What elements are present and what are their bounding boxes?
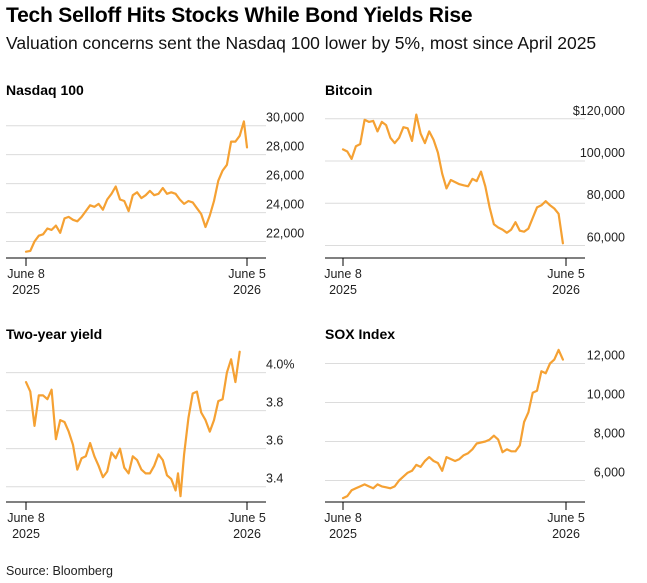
x-tick-label: June 5 xyxy=(547,511,585,525)
x-tick-label: 2026 xyxy=(552,527,580,541)
y-tick-label: 60,000 xyxy=(587,230,625,244)
chart-panel-1: Nasdaq 100 22,000 24,000 26,000 28,000 30,000… xyxy=(6,82,304,297)
x-tick-label: 2026 xyxy=(233,527,261,541)
source-note: Source: Bloomberg xyxy=(6,564,114,578)
y-tick-label: 3.6 xyxy=(266,434,283,448)
panel-title: Bitcoin xyxy=(325,82,372,98)
y-tick-label: 22,000 xyxy=(266,227,304,241)
x-tick-label: 2026 xyxy=(233,283,261,297)
x-tick-label: June 8 xyxy=(7,267,45,281)
y-tick-label: 26,000 xyxy=(266,169,304,183)
x-tick-label: June 8 xyxy=(324,511,362,525)
panel-title: Two-year yield xyxy=(6,326,102,342)
x-tick-label: 2025 xyxy=(12,527,40,541)
series-line xyxy=(24,120,249,253)
x-tick-label: 2025 xyxy=(329,527,357,541)
y-tick-label: 3.4 xyxy=(266,472,283,486)
y-tick-label: 100,000 xyxy=(580,146,625,160)
series-line xyxy=(341,348,564,500)
y-tick-label: 80,000 xyxy=(587,188,625,202)
y-tick-label: 10,000 xyxy=(587,388,625,402)
x-tick-label: 2025 xyxy=(329,283,357,297)
panel-title: SOX Index xyxy=(325,326,395,342)
y-tick-label: 3.8 xyxy=(266,396,283,410)
x-tick-label: June 5 xyxy=(228,511,266,525)
y-tick-label: 4.0% xyxy=(266,358,295,372)
x-tick-label: 2026 xyxy=(552,283,580,297)
chart-panel-3: Two-year yield 3.4 3.6 3.8 4.0% June 8 2025 Jun… xyxy=(6,326,295,541)
panel-title: Nasdaq 100 xyxy=(6,82,84,98)
x-tick-label: June 8 xyxy=(7,511,45,525)
x-tick-label: June 8 xyxy=(324,267,362,281)
y-tick-label: 6,000 xyxy=(594,466,625,480)
chart-title: Tech Selloff Hits Stocks While Bond Yiel… xyxy=(6,4,473,27)
chart-subtitle: Valuation concerns sent the Nasdaq 100 l… xyxy=(6,33,597,53)
chart-panel-2: Bitcoin 60,000 80,000 100,000 $120,000 June 8… xyxy=(324,82,625,297)
chart-panel-4: SOX Index 6,000 8,000 10,000 12,000 June 8 202… xyxy=(324,326,625,541)
series-line xyxy=(24,350,241,498)
y-tick-label: 28,000 xyxy=(266,140,304,154)
y-tick-label: $120,000 xyxy=(573,104,625,118)
y-tick-label: 12,000 xyxy=(587,349,625,363)
y-tick-label: 30,000 xyxy=(266,111,304,125)
series-line xyxy=(341,113,564,245)
x-tick-label: June 5 xyxy=(547,267,585,281)
y-tick-label: 24,000 xyxy=(266,198,304,212)
x-tick-label: June 5 xyxy=(228,267,266,281)
y-tick-label: 8,000 xyxy=(594,427,625,441)
x-tick-label: 2025 xyxy=(12,283,40,297)
